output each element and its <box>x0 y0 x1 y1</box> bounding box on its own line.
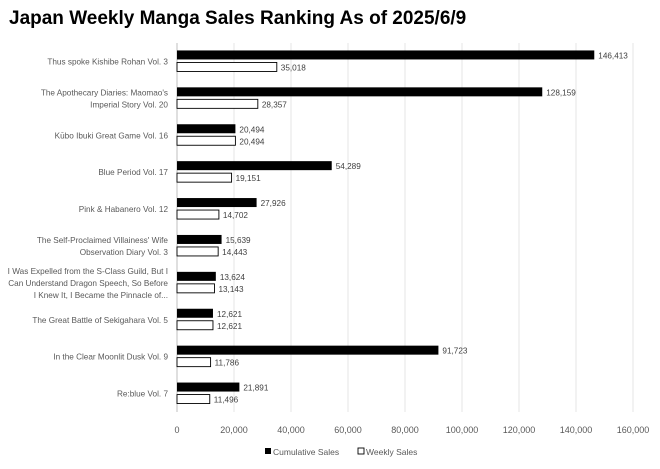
weekly-sales-bar <box>176 62 278 72</box>
category-label: Kūbo Ibuki Great Game Vol. 16 <box>55 131 169 140</box>
data-label: 15,639 <box>226 236 251 245</box>
x-tick-label: 0 <box>174 425 179 435</box>
category-label: Pink & Habanero Vol. 12 <box>79 205 169 214</box>
data-label: 54,289 <box>336 162 361 171</box>
data-label: 21,891 <box>243 384 268 393</box>
weekly-sales-bar <box>176 394 211 404</box>
category-label: I Was Expelled from the S-Class Guild, B… <box>8 267 168 276</box>
x-tick-label: 160,000 <box>617 425 650 435</box>
category-label: Observation Diary Vol. 3 <box>80 248 169 257</box>
cumulative-sales-bar <box>177 124 236 134</box>
legend-label: Cumulative Sales <box>273 447 339 457</box>
data-label: 27,926 <box>261 199 286 208</box>
cumulative-sales-bar <box>177 271 216 281</box>
data-label: 14,702 <box>223 211 248 220</box>
category-label: Blue Period Vol. 17 <box>98 168 168 177</box>
data-label: 28,357 <box>262 100 287 109</box>
weekly-sales-bar <box>176 246 219 257</box>
category-label: I Knew It, I Became the Pinnacle of... <box>34 291 168 300</box>
x-tick-label: 140,000 <box>560 425 593 435</box>
data-label: 11,496 <box>214 396 239 405</box>
cumulative-sales-bar <box>177 161 332 171</box>
x-tick-label: 20,000 <box>220 425 248 435</box>
legend-swatch <box>357 447 365 455</box>
data-label: 13,143 <box>218 285 243 294</box>
cumulative-sales-bar <box>177 50 595 60</box>
cumulative-sales-bar <box>177 198 257 208</box>
chart-title: Japan Weekly Manga Sales Ranking As of 2… <box>9 8 467 29</box>
category-label: The Apothecary Diaries: Maomao's <box>41 88 168 97</box>
weekly-sales-bar <box>176 172 233 183</box>
legend-swatch <box>265 448 271 454</box>
weekly-sales-bar <box>176 98 259 109</box>
data-label: 11,786 <box>215 359 240 368</box>
data-label: 128,159 <box>546 88 576 97</box>
category-label: Can Understand Dragon Speech, So Before <box>8 279 168 288</box>
cumulative-sales-bar <box>177 345 439 355</box>
cumulative-sales-bar <box>177 382 240 392</box>
legend-label: Weekly Sales <box>366 447 417 457</box>
data-label: 20,494 <box>239 137 264 146</box>
x-tick-label: 100,000 <box>446 425 479 435</box>
data-label: 35,018 <box>281 63 306 72</box>
weekly-sales-bar <box>176 320 214 331</box>
category-label: The Self-Proclaimed Villainess' Wife <box>37 236 169 245</box>
data-label: 19,151 <box>236 174 261 183</box>
weekly-sales-bar <box>176 135 236 146</box>
x-tick-label: 120,000 <box>503 425 536 435</box>
weekly-sales-bar <box>176 283 215 294</box>
data-label: 20,494 <box>239 125 264 134</box>
data-label: 146,413 <box>598 51 628 60</box>
data-label: 13,624 <box>220 273 245 282</box>
data-label: 12,621 <box>217 310 242 319</box>
cumulative-sales-bar <box>177 234 222 244</box>
cumulative-sales-bar <box>177 87 543 97</box>
category-label: Imperial Story Vol. 20 <box>90 100 168 109</box>
category-label: In the Clear Moonlit Dusk Vol. 9 <box>53 353 168 362</box>
weekly-sales-bar <box>176 209 220 220</box>
x-tick-label: 80,000 <box>391 425 419 435</box>
category-label: The Great Battle of Sekigahara Vol. 5 <box>32 316 168 325</box>
data-label: 91,723 <box>442 347 467 356</box>
category-label: Thus spoke Kishibe Rohan Vol. 3 <box>47 57 168 66</box>
x-tick-label: 40,000 <box>277 425 305 435</box>
x-tick-label: 60,000 <box>334 425 362 435</box>
data-label: 14,443 <box>222 248 247 257</box>
data-label: 12,621 <box>217 322 242 331</box>
cumulative-sales-bar <box>177 308 213 318</box>
weekly-sales-bar <box>176 357 212 368</box>
category-label: Re:blue Vol. 7 <box>117 390 168 399</box>
